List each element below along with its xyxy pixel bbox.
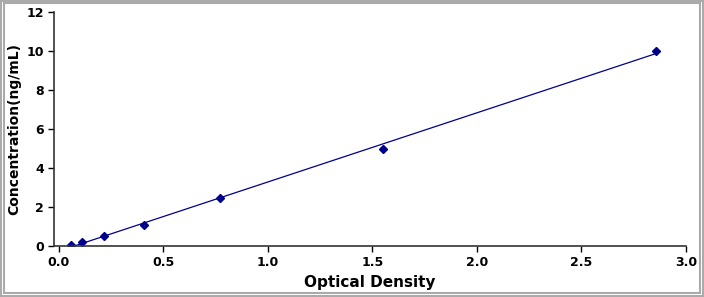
X-axis label: Optical Density: Optical Density: [304, 275, 436, 290]
Y-axis label: Concentration(ng/mL): Concentration(ng/mL): [7, 43, 21, 215]
